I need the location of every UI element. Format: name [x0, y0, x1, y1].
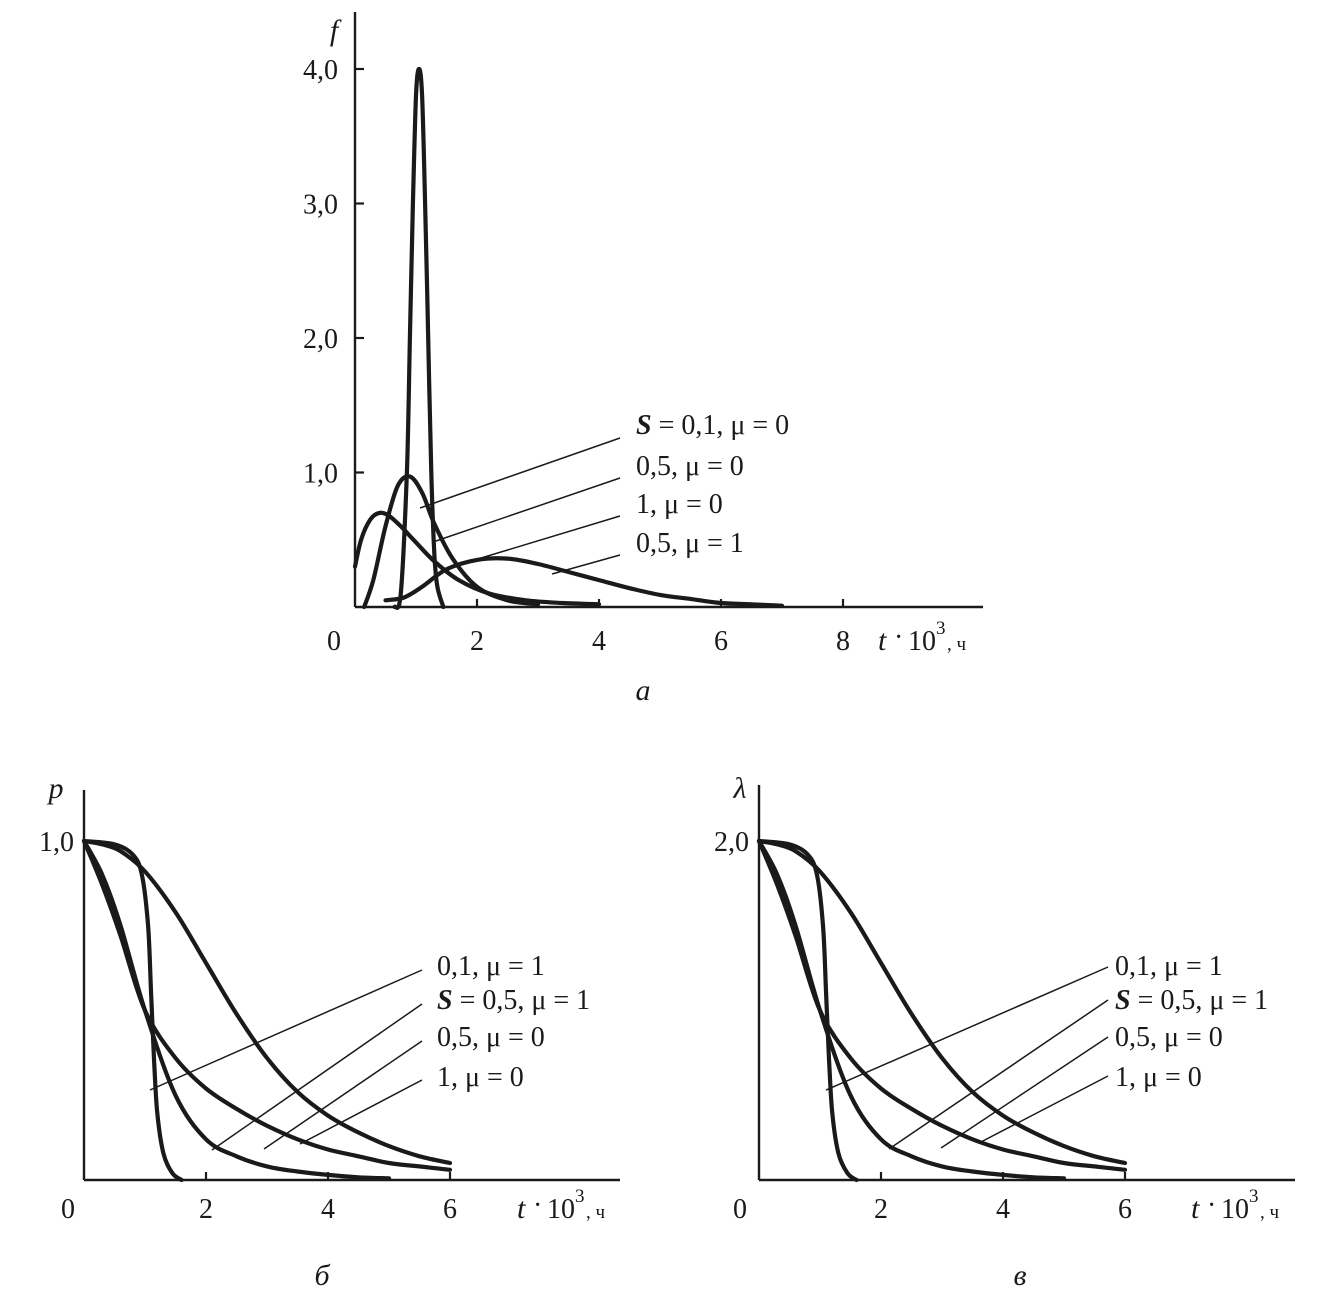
curve-label-1: 0,1, μ = 1 [1115, 951, 1223, 982]
curve-label-2: S = 0,5, μ = 1 [1115, 985, 1268, 1016]
y-tick-label: 4,0 [303, 55, 338, 86]
y-tick-label: 1,0 [303, 459, 338, 490]
panel-b: p 0 2 4 6 1,0 t · 10 3, ч 0,1, μ = 1S = 0,5, μ = 1… [39, 772, 620, 1292]
leader-line-2 [888, 999, 1109, 1150]
series-curve-4 [756, 838, 1128, 1172]
x-tick-label: 2 [470, 626, 484, 657]
curve-label-2: S = 0,5, μ = 1 [437, 985, 590, 1016]
leader-line-2 [211, 1003, 423, 1151]
curve-label-4: 1, μ = 0 [437, 1062, 524, 1093]
x-axis-label-exp: 3 [936, 618, 946, 639]
panel-caption: б [314, 1259, 330, 1292]
y-axis-label: p [47, 772, 64, 805]
x-tick-label: 4 [996, 1194, 1010, 1225]
series-curve-1 [81, 838, 184, 1183]
x-axis-label-unit: , ч [947, 634, 967, 655]
x-axis-label-base: 10 [547, 1194, 575, 1225]
panel-caption: а [636, 674, 651, 707]
series-curve-1 [756, 838, 859, 1183]
curve-label-3: 0,5, μ = 0 [1115, 1022, 1223, 1053]
y-axis-label: λ [733, 772, 747, 805]
leader-line-3 [940, 1036, 1109, 1149]
curve-label-1: 0,1, μ = 1 [437, 951, 545, 982]
y-axis-label: f [330, 14, 342, 47]
x-tick-label: 6 [714, 626, 728, 657]
panel-c: λ 0 2 4 6 2,0 t · 10 3, ч 0,1, μ = 1S = 0,5, μ = 1… [714, 772, 1295, 1292]
y-tick-label: 1,0 [39, 827, 74, 858]
x-tick-label: 4 [321, 1194, 335, 1225]
leader-line-4 [978, 1075, 1109, 1144]
curve-label-3: 1, μ = 0 [636, 489, 723, 520]
x-tick-label: 2 [874, 1194, 888, 1225]
leader-line-4 [551, 554, 621, 575]
x-tick-label: 8 [836, 626, 850, 657]
y-tick-label: 3,0 [303, 190, 338, 221]
panel-caption: в [1013, 1259, 1026, 1292]
x-axis-label-var: t [1191, 1192, 1200, 1225]
x-axis-label-unit: , ч [1260, 1202, 1280, 1223]
x-tick-label: 0 [61, 1194, 75, 1225]
series-curve-1 [392, 66, 446, 610]
leader-line-3 [447, 515, 621, 569]
x-axis-label-exp: 3 [575, 1186, 585, 1207]
series-curve-2 [81, 838, 453, 1166]
y-tick-label: 2,0 [714, 827, 749, 858]
curve-label-4: 0,5, μ = 1 [636, 528, 744, 559]
series-curve-4 [81, 838, 453, 1172]
series-curve-3 [352, 510, 602, 607]
series-curve-3 [81, 838, 392, 1181]
x-axis-label-dot: · [1207, 1190, 1216, 1221]
panel-a: f 0 2 4 6 8 1,0 2,0 3,0 4,0 t · 10 3, ч S = 0,1, μ = 0… [303, 12, 983, 707]
x-axis-label-exp: 3 [1249, 1186, 1259, 1207]
y-tick-label: 2,0 [303, 324, 338, 355]
x-tick-label: 6 [1118, 1194, 1132, 1225]
x-tick-label: 6 [443, 1194, 457, 1225]
x-axis-label-base: 10 [1221, 1194, 1249, 1225]
x-axis-label-var: t [517, 1192, 526, 1225]
x-axis-label-var: t [878, 624, 887, 657]
x-axis-label-unit: , ч [586, 1202, 606, 1223]
x-tick-label: 4 [592, 626, 606, 657]
x-tick-label: 0 [327, 626, 341, 657]
x-tick-label: 2 [199, 1194, 213, 1225]
leader-line-1 [419, 437, 621, 509]
x-axis-label-dot: · [894, 622, 903, 653]
x-axis-label-dot: · [533, 1190, 542, 1221]
curve-label-4: 1, μ = 0 [1115, 1062, 1202, 1093]
series-curve-4 [383, 556, 785, 608]
series-curve-2 [756, 838, 1128, 1166]
series-curve-2 [362, 474, 541, 610]
leader-line-2 [432, 477, 621, 543]
curve-label-1: S = 0,1, μ = 0 [636, 410, 789, 441]
curve-label-2: 0,5, μ = 0 [636, 451, 744, 482]
leader-line-1 [149, 969, 423, 1091]
x-axis-label-base: 10 [908, 626, 936, 657]
leader-line-1 [825, 966, 1109, 1091]
x-tick-label: 0 [733, 1194, 747, 1225]
series-curve-3 [756, 838, 1067, 1181]
curve-label-3: 0,5, μ = 0 [437, 1022, 545, 1053]
leader-line-4 [299, 1079, 423, 1145]
leader-line-3 [263, 1040, 423, 1150]
